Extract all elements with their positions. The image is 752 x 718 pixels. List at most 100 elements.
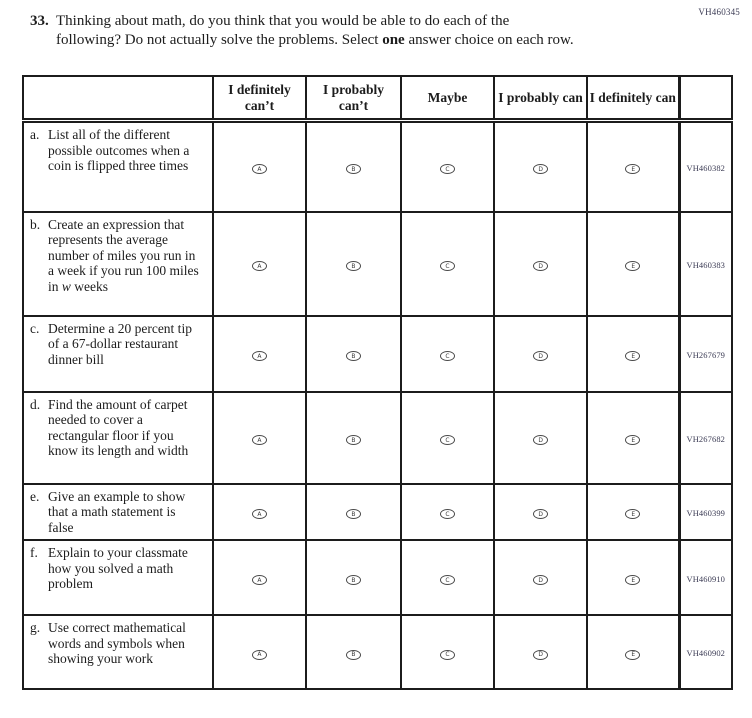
row-accession-code: VH460910 — [686, 573, 726, 584]
row-text-after: weeks — [70, 278, 109, 294]
row-item-text: a. List all of the different possible out… — [24, 123, 212, 178]
row-letter: d. — [30, 396, 41, 412]
answer-cell: E — [586, 614, 680, 690]
answer-bubble-c[interactable]: C — [440, 575, 455, 585]
row-letter: c. — [30, 320, 40, 336]
answer-bubble-c[interactable]: C — [440, 351, 455, 361]
row-code-cell: VH460383 — [677, 210, 733, 317]
answer-cell: C — [400, 390, 495, 485]
row-accession-code: VH460399 — [686, 507, 726, 518]
answer-bubble-d[interactable]: D — [533, 649, 548, 660]
row-item-cell: e. Give an example to show that a math st… — [22, 482, 214, 541]
answer-bubble-b[interactable]: B — [346, 575, 361, 585]
header-blank-code — [677, 75, 733, 123]
question-text-bold-word: one — [382, 32, 405, 48]
row-text-variable: w — [61, 278, 71, 294]
row-item-cell: f. Explain to your classmate how you solv… — [22, 539, 214, 616]
answer-bubble-b[interactable]: B — [346, 351, 361, 361]
answer-bubble-e[interactable]: E — [625, 649, 641, 660]
header-i-probably-can: I probably can — [493, 75, 588, 123]
row-accession-code: VH267679 — [686, 349, 726, 360]
answer-cell: C — [400, 482, 495, 541]
answer-bubble-e[interactable]: E — [625, 164, 641, 175]
answer-bubble-a[interactable]: A — [252, 261, 267, 271]
row-code-cell: VH267679 — [677, 314, 733, 393]
header-blank-item — [22, 75, 214, 123]
answer-bubble-d[interactable]: D — [533, 435, 548, 445]
answer-bubble-d[interactable]: D — [533, 575, 548, 585]
row-accession-code: VH267682 — [686, 433, 726, 444]
answer-cell: A — [212, 482, 307, 541]
answer-bubble-d[interactable]: D — [533, 164, 548, 175]
row-text: Create an expression that represents the… — [48, 216, 199, 294]
answer-bubble-a[interactable]: A — [252, 649, 267, 660]
row-item-cell: b. Create an expression that represents t… — [22, 210, 214, 317]
row-accession-code: VH460383 — [686, 259, 726, 270]
answer-cell: D — [493, 539, 588, 616]
answer-bubble-e[interactable]: E — [625, 261, 641, 271]
question-text-line2-pre: following? Do not actually solve the pro… — [56, 32, 383, 48]
answer-bubble-b[interactable]: B — [346, 164, 361, 175]
question-text-line1: Thinking about math, do you think that y… — [56, 13, 510, 29]
answer-bubble-a[interactable]: A — [252, 435, 267, 445]
answer-cell: B — [305, 119, 402, 213]
answer-cell: D — [493, 210, 588, 317]
answer-cell: D — [493, 482, 588, 541]
row-letter: g. — [30, 620, 41, 635]
row-code-cell: VH460399 — [677, 482, 733, 541]
table-row-b: b. Create an expression that represents t… — [22, 210, 733, 317]
answer-bubble-a[interactable]: A — [252, 351, 267, 361]
answer-bubble-c[interactable]: C — [440, 509, 455, 520]
question-text: Thinking about math, do you think that y… — [56, 12, 574, 50]
answer-cell: E — [586, 210, 680, 317]
answer-cell: B — [305, 482, 402, 541]
answer-cell: C — [400, 210, 495, 317]
header-row: I definitely can’t I probably can’t Mayb… — [22, 75, 733, 123]
table-row-e: e. Give an example to show that a math st… — [22, 482, 733, 541]
answer-cell: D — [493, 614, 588, 690]
answer-bubble-b[interactable]: B — [346, 509, 361, 520]
answer-bubble-d[interactable]: D — [533, 261, 548, 271]
answer-cell: B — [305, 210, 402, 317]
answer-bubble-b[interactable]: B — [346, 649, 361, 660]
answer-cell: E — [586, 390, 680, 485]
row-accession-code: VH460902 — [686, 648, 726, 658]
answer-cell: B — [305, 539, 402, 616]
answer-bubble-a[interactable]: A — [252, 164, 267, 175]
answer-bubble-c[interactable]: C — [440, 435, 455, 445]
answer-cell: C — [400, 614, 495, 690]
row-code-cell: VH460382 — [677, 119, 733, 213]
row-text: Find the amount of carpet needed to cove… — [48, 396, 189, 459]
row-item-cell: g. Use correct mathematical words and sym… — [22, 614, 214, 690]
answer-bubble-e[interactable]: E — [625, 509, 641, 520]
answer-cell: A — [212, 539, 307, 616]
answer-bubble-e[interactable]: E — [625, 351, 641, 361]
row-letter: b. — [30, 216, 41, 232]
answer-cell: A — [212, 119, 307, 213]
row-code-cell: VH460902 — [677, 614, 733, 690]
answer-bubble-d[interactable]: D — [533, 509, 548, 520]
grid-body: a. List all of the different possible out… — [22, 119, 733, 690]
answer-bubble-e[interactable]: E — [625, 575, 641, 585]
answer-bubble-c[interactable]: C — [440, 649, 455, 660]
row-item-cell: d. Find the amount of carpet needed to co… — [22, 390, 214, 485]
row-item-text: f. Explain to your classmate how you solv… — [24, 541, 212, 596]
answer-bubble-a[interactable]: A — [252, 575, 267, 585]
answer-bubble-a[interactable]: A — [252, 509, 267, 520]
answer-bubble-e[interactable]: E — [625, 435, 641, 445]
row-item-cell: c. Determine a 20 percent tip of a 67-dol… — [22, 314, 214, 393]
row-letter: f. — [30, 545, 38, 560]
answer-bubble-b[interactable]: B — [346, 435, 361, 445]
answer-bubble-b[interactable]: B — [346, 261, 361, 271]
row-item-text: b. Create an expression that represents t… — [24, 213, 212, 299]
answer-cell: B — [305, 314, 402, 393]
answer-cell: A — [212, 390, 307, 485]
answer-bubble-d[interactable]: D — [533, 351, 548, 361]
answer-bubble-c[interactable]: C — [440, 164, 455, 175]
header-maybe: Maybe — [400, 75, 495, 123]
answer-cell: A — [212, 314, 307, 393]
answer-bubble-c[interactable]: C — [440, 261, 455, 271]
table-row-g: g. Use correct mathematical words and sym… — [22, 614, 733, 690]
row-code-cell: VH267682 — [677, 390, 733, 485]
answer-cell: C — [400, 539, 495, 616]
